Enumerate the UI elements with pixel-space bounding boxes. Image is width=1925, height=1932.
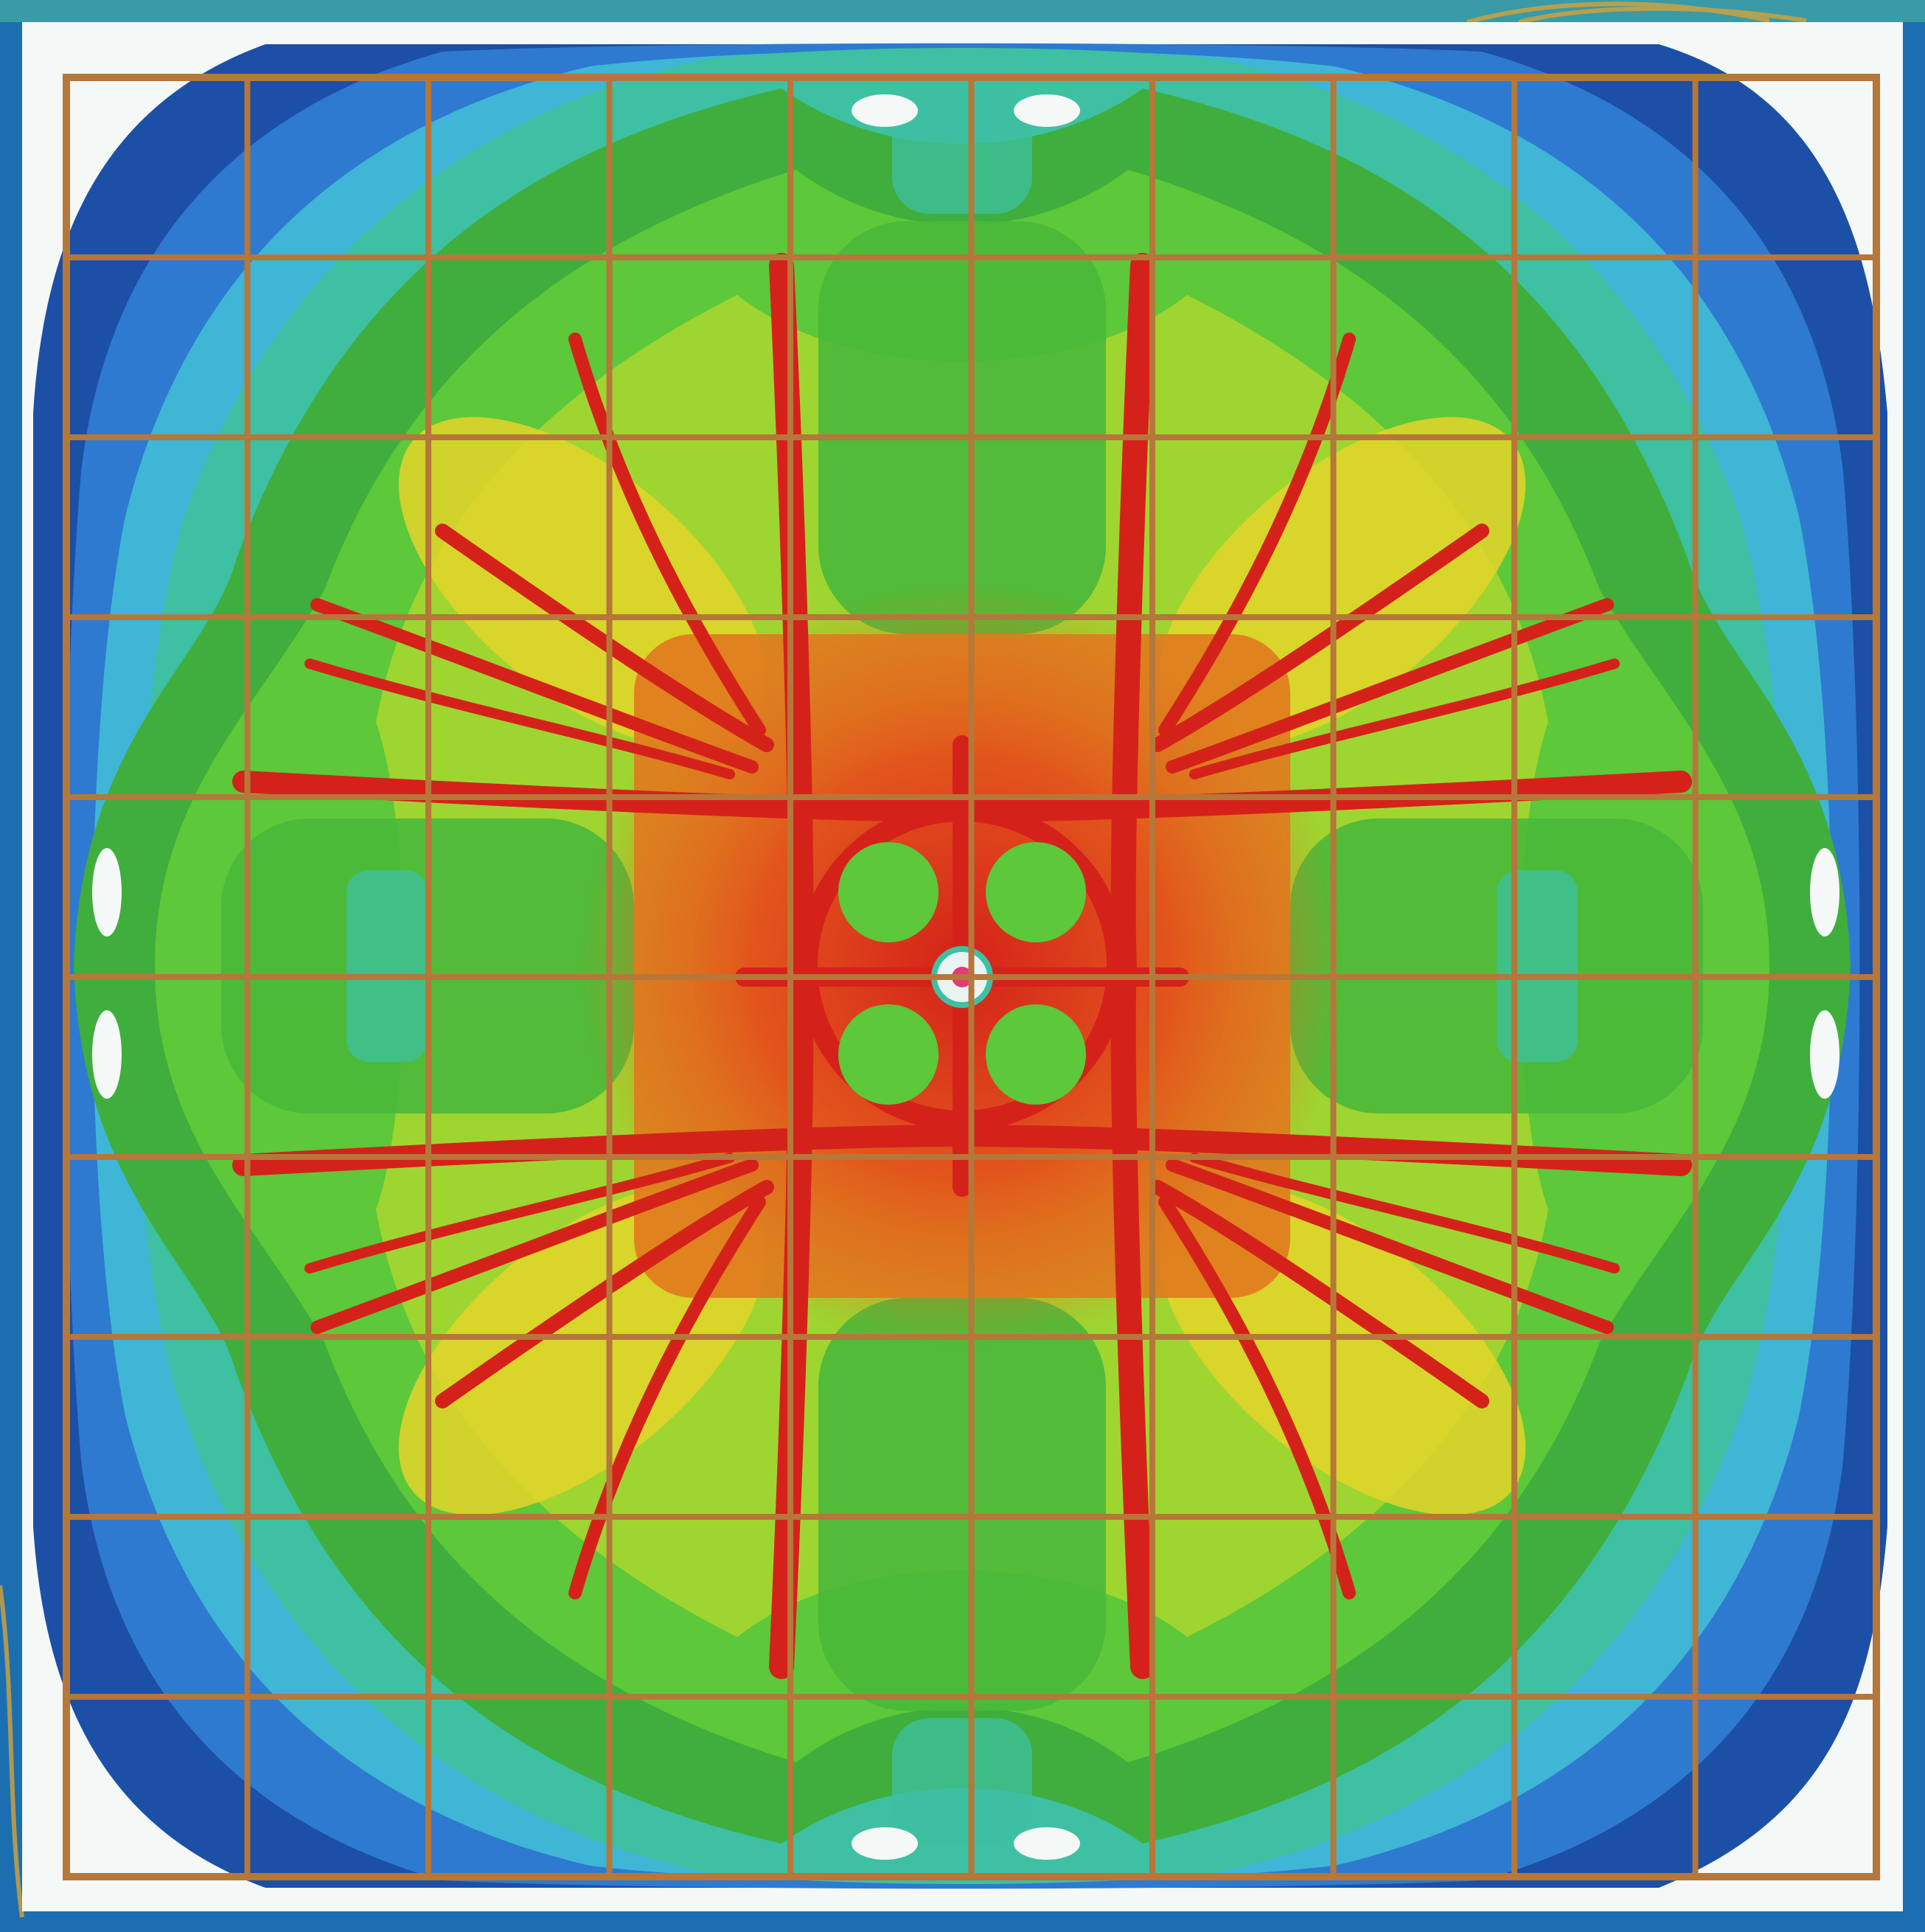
contour-green-channels — [221, 221, 1703, 1711]
grid-overlay — [63, 74, 1880, 1880]
contour-center-pockets — [838, 842, 1086, 1105]
contour-field — [33, 43, 1887, 1889]
edge-notches — [92, 94, 1839, 1860]
border-accent-swirl — [0, 1, 1807, 1918]
